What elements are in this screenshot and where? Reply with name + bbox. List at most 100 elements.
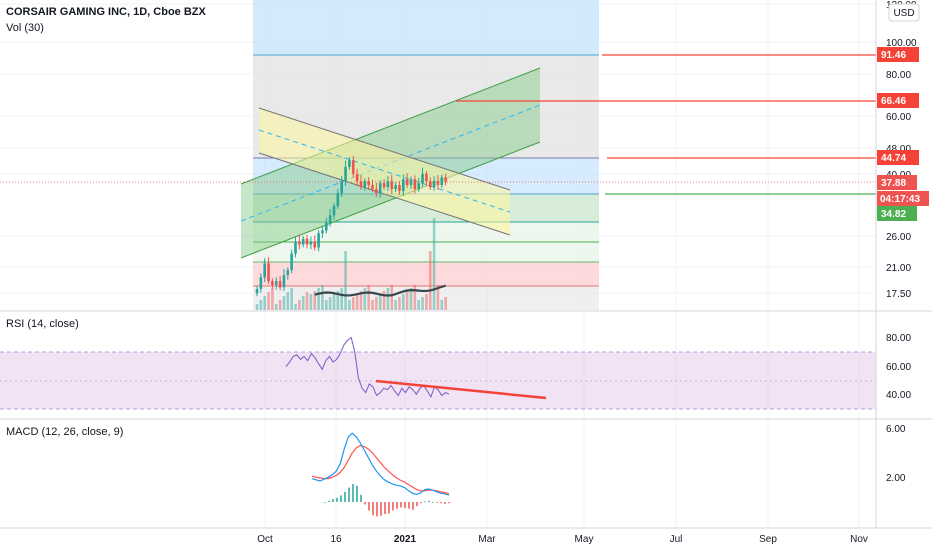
volume-bar bbox=[259, 300, 263, 310]
symbol-title[interactable]: CORSAIR GAMING INC, 1D, Cboe BZX bbox=[6, 6, 206, 18]
currency-button-label[interactable]: USD bbox=[893, 8, 914, 19]
candle-body bbox=[444, 177, 447, 182]
volume-bar bbox=[263, 296, 266, 310]
candle-body bbox=[344, 166, 347, 182]
macd-histogram-bar bbox=[440, 502, 442, 504]
macd-histogram-bar bbox=[416, 502, 418, 507]
volume-bar bbox=[428, 251, 432, 310]
volume-bar bbox=[390, 285, 394, 310]
macd-histogram-bar bbox=[340, 495, 342, 502]
volume-bar bbox=[363, 288, 367, 310]
macd-histogram-bar bbox=[392, 502, 394, 511]
volume-bar bbox=[274, 304, 278, 310]
time-tick: Sep bbox=[759, 534, 777, 545]
volume-bar bbox=[394, 300, 397, 310]
candle-body bbox=[290, 253, 293, 271]
falling-channel-upper[interactable] bbox=[258, 107, 511, 191]
falling-channel-lower[interactable] bbox=[258, 152, 511, 236]
macd-histogram-bar bbox=[352, 484, 354, 502]
macd-histogram-bar bbox=[448, 502, 450, 504]
volume-bar bbox=[290, 288, 293, 310]
candle-body bbox=[386, 181, 390, 188]
candle-body bbox=[428, 181, 432, 188]
candle-body bbox=[348, 160, 351, 167]
rsi-tick: 60.00 bbox=[886, 362, 911, 373]
price-tag-text: 91.46 bbox=[881, 50, 906, 61]
candle-body bbox=[294, 241, 297, 254]
macd-histogram-bar bbox=[432, 502, 434, 503]
time-axis[interactable]: Oct 16 2021 Mar May Jul Sep Nov bbox=[257, 534, 868, 545]
volume-bar bbox=[301, 296, 305, 310]
macd-histogram-bar bbox=[376, 502, 378, 517]
volume-bar bbox=[348, 300, 351, 310]
volume-bar bbox=[328, 297, 332, 310]
candle-body bbox=[351, 160, 355, 174]
price-tag-91 bbox=[877, 47, 919, 62]
price-tag-text: 34.82 bbox=[881, 209, 906, 220]
candle-body bbox=[398, 185, 401, 192]
macd-histogram-bar bbox=[360, 494, 362, 502]
currency-button-frame[interactable] bbox=[888, 3, 920, 22]
volume-bar bbox=[436, 285, 440, 310]
volume-bar bbox=[413, 285, 417, 310]
macd-tick: 6.00 bbox=[886, 424, 906, 435]
volume-bar bbox=[336, 291, 340, 310]
price-tag-text: 37.88 bbox=[881, 178, 906, 189]
time-tick: May bbox=[575, 534, 594, 545]
candle-body bbox=[336, 193, 340, 207]
macd-pane bbox=[311, 432, 450, 517]
volume-bar bbox=[409, 288, 413, 310]
macd-histogram-bar bbox=[372, 502, 374, 516]
price-tag-66 bbox=[877, 93, 919, 108]
rsi-divergence-trendline[interactable] bbox=[375, 379, 547, 400]
volume-bars bbox=[255, 218, 447, 310]
volume-bar bbox=[286, 292, 290, 310]
time-tick: Oct bbox=[257, 534, 273, 545]
falling-channel[interactable] bbox=[258, 107, 511, 236]
macd-histogram-bar bbox=[404, 502, 406, 508]
countdown-tag bbox=[877, 191, 929, 206]
price-tick: 80.00 bbox=[886, 70, 911, 81]
macd-histogram-bar bbox=[364, 502, 366, 505]
macd-histogram-bar bbox=[444, 502, 446, 504]
falling-channel-fill bbox=[259, 108, 510, 235]
macd-histogram-bar bbox=[420, 502, 422, 504]
rsi-line bbox=[285, 336, 450, 399]
candle-body bbox=[321, 230, 324, 234]
volume-bar bbox=[386, 288, 390, 310]
candle-body bbox=[417, 183, 420, 190]
macd-histogram-bar bbox=[380, 502, 382, 516]
price-tag-44 bbox=[877, 150, 919, 165]
macd-histogram-bar bbox=[356, 485, 358, 502]
volume-bar bbox=[332, 294, 336, 310]
price-tags: 91.46 66.46 44.74 37.88 04:17:43 34.82 bbox=[877, 47, 929, 221]
rising-channel-upper[interactable] bbox=[240, 67, 541, 185]
time-tick: 16 bbox=[330, 534, 342, 545]
candle-body bbox=[378, 183, 382, 194]
volume-bar bbox=[313, 291, 317, 310]
candle-body bbox=[367, 181, 370, 186]
volume-bar bbox=[421, 297, 424, 310]
macd-legend[interactable]: MACD (12, 26, close, 9) bbox=[6, 426, 124, 438]
candle-body bbox=[255, 288, 259, 294]
rsi-pane bbox=[0, 336, 876, 410]
rsi-axis[interactable]: 80.00 60.00 40.00 bbox=[886, 333, 911, 401]
rsi-legend[interactable]: RSI (14, close) bbox=[6, 318, 79, 330]
volume-bar bbox=[344, 251, 347, 310]
candle-body bbox=[313, 241, 317, 248]
volume-bar bbox=[378, 294, 382, 310]
candle-body bbox=[359, 181, 363, 188]
candle-body bbox=[390, 181, 394, 190]
volume-bar bbox=[317, 288, 320, 310]
rising-channel-lower[interactable] bbox=[240, 141, 541, 259]
price-tag-last bbox=[877, 175, 917, 190]
currency-button[interactable]: USD bbox=[888, 3, 920, 22]
volume-bar bbox=[298, 300, 301, 310]
macd-axis[interactable]: 6.00 2.00 bbox=[886, 424, 906, 484]
volume-bar bbox=[417, 300, 420, 310]
candle-body bbox=[425, 173, 428, 182]
volume-legend[interactable]: Vol (30) bbox=[6, 22, 44, 34]
macd-histogram-bar bbox=[328, 500, 330, 502]
volume-bar bbox=[444, 297, 447, 310]
candle-body bbox=[305, 238, 309, 245]
